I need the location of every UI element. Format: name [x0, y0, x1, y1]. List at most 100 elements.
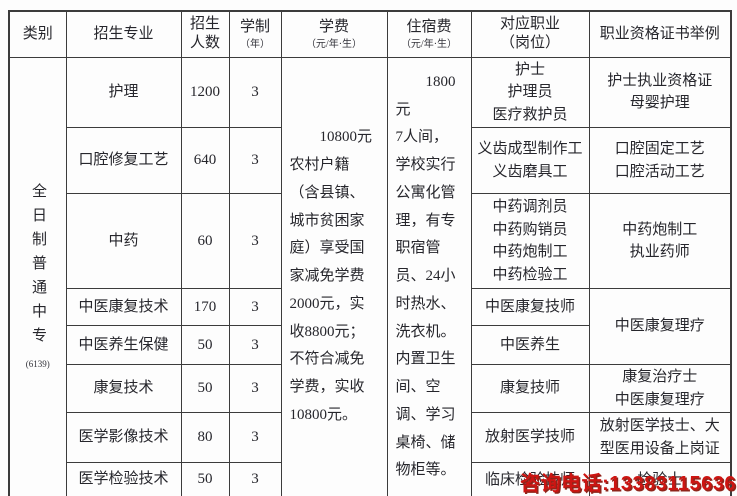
count-cell: 50 — [180, 462, 230, 496]
header-jobs-line2: （岗位） — [499, 35, 560, 52]
count-cell: 50 — [180, 325, 230, 365]
job-item: 护理员 — [507, 84, 553, 100]
job-item: 中药检验工 — [492, 266, 568, 283]
header-years-unit: （年） — [240, 39, 270, 50]
certs-cell: 中药炮制工 执业药师 — [588, 193, 732, 289]
dorm-note-text: 1800元 7人间，学校实行公寓化管理，有专职宿管员、24小时热水、洗衣机。内置… — [395, 73, 456, 479]
header-dorm-unit: （元/年·生） — [400, 39, 458, 50]
years-cell: 3 — [228, 127, 282, 194]
job-item: 医疗救护员 — [492, 106, 568, 123]
major-cell: 中医养生保健 — [65, 325, 182, 365]
count-cell: 170 — [180, 288, 230, 326]
major-cell: 护理 — [65, 56, 182, 128]
header-tuition: 学费 （元/年·生） — [280, 10, 388, 58]
header-certs: 职业资格证书举例 — [588, 10, 732, 58]
certs-cell: 护士执业资格证 母婴护理 — [588, 56, 732, 128]
years-cell: 3 — [228, 412, 282, 463]
jobs-list: 放射医学技师 — [474, 426, 587, 449]
consultation-phone-watermark: 咨询电话:13383115636 — [520, 473, 736, 495]
major-cell: 中药 — [65, 193, 182, 289]
table-row: 中医养生保健 50 3 中医养生 — [9, 325, 731, 365]
years-cell: 3 — [228, 462, 282, 496]
job-item: 中医康复技师 — [484, 298, 575, 315]
jobs-list: 中医康复技师 — [474, 296, 587, 319]
header-certs-label: 职业资格证书举例 — [599, 25, 720, 42]
cert-item: 中药炮制工 — [622, 221, 698, 238]
job-item: 康复技师 — [499, 380, 560, 397]
jobs-list: 中医养生 — [474, 334, 587, 357]
job-item: 中药调剂员 — [492, 199, 568, 215]
tuition-note-text: 10800元农村户籍（含县镇、城市贫困家庭）享受国家减免学费2000元，实收88… — [289, 129, 373, 423]
cert-item: 母婴护理 — [629, 95, 690, 112]
certs-list: 检验士 — [592, 469, 729, 492]
certs-list: 中药炮制工 执业药师 — [592, 219, 729, 264]
years-cell: 3 — [228, 364, 282, 413]
count-cell: 1200 — [180, 56, 230, 128]
header-years-label: 学制 — [239, 18, 270, 35]
enrollment-table: 类别 招生专业 招生 人数 学制 （年） 学费 （元/年·生） — [8, 10, 732, 496]
table-row: 中药 60 3 中药调剂员 中药购销员 中药炮制工 中药检验工 中药炮制工 执业… — [9, 193, 732, 289]
header-tuition-label: 学费 — [318, 18, 349, 35]
header-major-label: 招生专业 — [93, 25, 154, 42]
header-count: 招生 人数 — [180, 10, 230, 58]
years-cell: 3 — [228, 325, 282, 365]
table-row: 医学影像技术 80 3 放射医学技师 放射医学技士、大型医用设备上岗证 — [9, 412, 732, 463]
certs-list: 康复治疗士 中医康复理疗 — [592, 366, 729, 411]
cert-item: 中医康复理疗 — [614, 318, 705, 335]
certs-cell-merged: 中医康复理疗 — [588, 288, 732, 365]
header-tuition-unit: （元/年·生） — [305, 39, 363, 50]
table-header-row: 类别 招生专业 招生 人数 学制 （年） 学费 （元/年·生） — [8, 10, 732, 58]
years-cell: 3 — [228, 288, 282, 326]
major-cell: 医学检验技术 — [65, 462, 182, 496]
years-cell: 3 — [228, 193, 282, 289]
jobs-list: 义齿成型制作工 义齿磨具工 — [474, 138, 587, 183]
job-item: 临床检验技师 — [484, 471, 575, 488]
cert-item: 护士执业资格证 — [607, 72, 713, 89]
jobs-cell: 放射医学技师 — [470, 412, 590, 463]
category-cell-inner: 全日制普通中专 (6139) — [12, 59, 64, 496]
jobs-list: 护士 护理员 医疗救护员 — [474, 59, 587, 127]
count-cell: 60 — [180, 193, 230, 289]
jobs-cell: 中医康复技师 — [470, 288, 590, 326]
dorm-note-cell: 1800元 7人间，学校实行公寓化管理，有专职宿管员、24小时热水、洗衣机。内置… — [386, 56, 472, 496]
major-cell: 中医康复技术 — [65, 288, 182, 326]
cert-item: 执业药师 — [629, 244, 690, 260]
count-cell: 50 — [180, 364, 230, 413]
category-label: 全日制普通中专 — [30, 183, 46, 352]
header-years: 学制 （年） — [228, 10, 282, 58]
job-item: 中医养生 — [499, 336, 560, 353]
jobs-cell: 中药调剂员 中药购销员 中药炮制工 中药检验工 — [470, 193, 590, 289]
cert-item: 检验士 — [637, 471, 683, 488]
header-dorm: 住宿费 （元/年·生） — [386, 10, 472, 58]
major-cell: 医学影像技术 — [65, 412, 182, 463]
cert-item: 康复治疗士 — [622, 369, 698, 385]
job-item: 中药炮制工 — [492, 244, 568, 260]
certs-list: 护士执业资格证 母婴护理 — [592, 70, 729, 115]
header-category: 类别 — [8, 10, 67, 58]
header-count-line1: 招生 — [189, 15, 220, 32]
cert-item: 口腔固定工艺 — [614, 141, 705, 157]
jobs-list: 临床检验技师 — [474, 469, 587, 492]
job-item: 中药购销员 — [492, 221, 568, 238]
table-row: 医学检验技术 50 3 临床检验技师 检验士 — [9, 462, 732, 496]
major-cell: 康复技术 — [65, 364, 182, 413]
cert-item: 口腔活动工艺 — [614, 163, 705, 180]
count-cell: 640 — [180, 127, 230, 194]
major-cell: 口腔修复工艺 — [65, 127, 182, 194]
table-row: 全日制普通中专 (6139) 护理 1200 3 10800元农村户籍（含县镇、… — [8, 56, 732, 496]
jobs-cell: 义齿成型制作工 义齿磨具工 — [470, 127, 590, 194]
certs-list: 口腔固定工艺 口腔活动工艺 — [592, 138, 729, 183]
table-row: 口腔修复工艺 640 3 义齿成型制作工 义齿磨具工 口腔固定工艺 口腔活动工艺 — [9, 127, 732, 194]
tuition-note-cell: 10800元农村户籍（含县镇、城市贫困家庭）享受国家减免学费2000元，实收88… — [280, 56, 388, 496]
header-count-line2: 人数 — [189, 35, 220, 52]
jobs-list: 中药调剂员 中药购销员 中药炮制工 中药检验工 — [474, 196, 587, 286]
job-item: 放射医学技师 — [484, 429, 575, 446]
cert-item: 放射医学技士、大型医用设备上岗证 — [599, 418, 720, 457]
job-item: 义齿磨具工 — [492, 163, 568, 180]
certs-cell: 放射医学技士、大型医用设备上岗证 — [588, 412, 732, 463]
certs-cell: 检验士 — [588, 462, 732, 496]
category-code: (6139) — [25, 359, 50, 370]
header-jobs-line1: 对应职业 — [499, 15, 560, 32]
jobs-list: 康复技师 — [474, 377, 587, 400]
